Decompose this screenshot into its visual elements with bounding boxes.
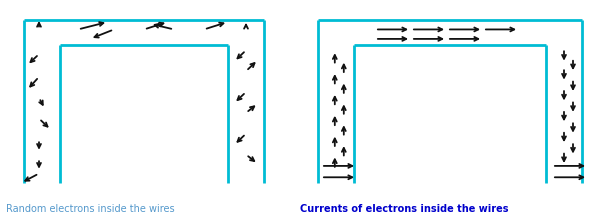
Text: Currents of electrons inside the wires: Currents of electrons inside the wires [300,204,509,214]
Text: Random electrons inside the wires: Random electrons inside the wires [6,204,175,214]
